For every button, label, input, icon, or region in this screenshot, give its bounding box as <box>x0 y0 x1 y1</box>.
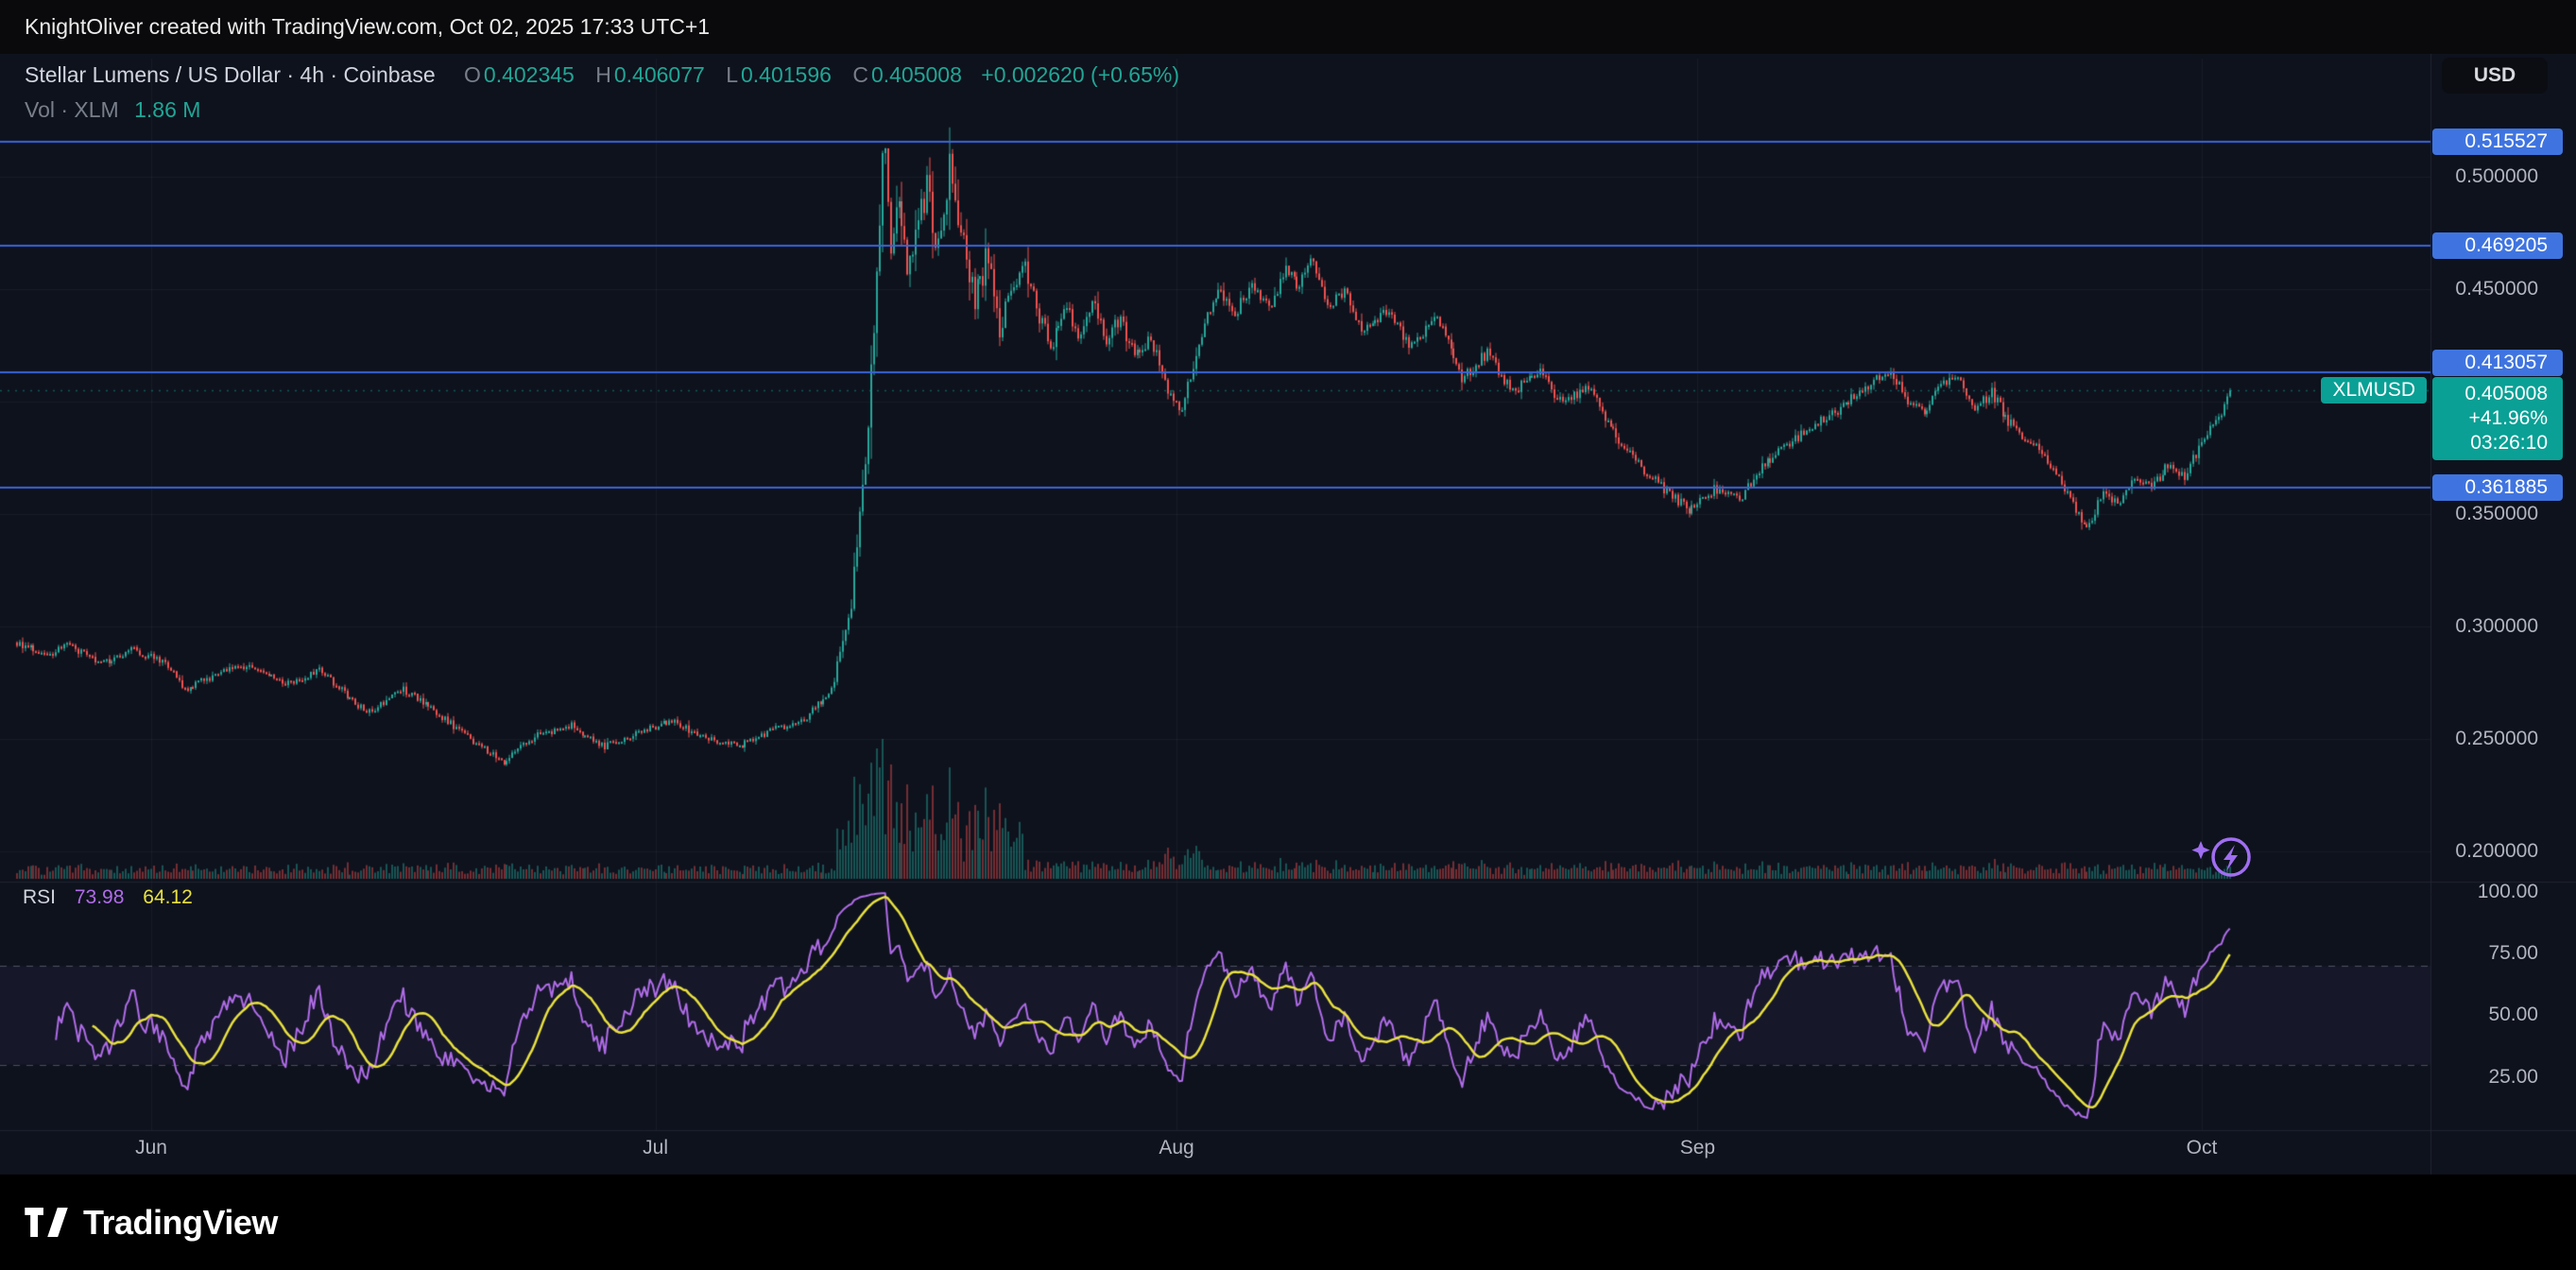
attribution-text: KnightOliver created with TradingView.co… <box>25 14 711 39</box>
rsi-tick-label: 100.00 <box>2477 881 2538 902</box>
volume-label: Vol · XLM <box>25 97 119 122</box>
footer-bar: TradingView <box>0 1175 2576 1270</box>
last-price-symbol-badge: XLMUSD <box>2321 377 2427 404</box>
symbol-title: Stellar Lumens / US Dollar · 4h · Coinba… <box>25 62 436 87</box>
tradingview-logo-link[interactable]: TradingView <box>25 1203 278 1243</box>
price-tick-label: 0.200000 <box>2455 840 2538 863</box>
volume-value: 1.86 M <box>134 97 201 122</box>
high-value: 0.406077 <box>613 62 705 87</box>
price-tick-label: 0.300000 <box>2455 615 2538 638</box>
rsi-legend: RSI 73.98 64.12 <box>23 886 193 909</box>
attribution-bar: KnightOliver created with TradingView.co… <box>0 0 2576 54</box>
alert-price-badge[interactable]: 0.469205 <box>2432 232 2563 260</box>
high-label: H <box>595 62 611 87</box>
bar-countdown: 03:26:10 <box>2470 432 2548 455</box>
tradingview-logomark <box>25 1208 68 1237</box>
price-tick-label: 0.250000 <box>2455 728 2538 750</box>
last-price-badge: 0.405008 +41.96% 03:26:10 <box>2432 377 2563 461</box>
rsi-tick-label: 25.00 <box>2488 1065 2538 1088</box>
legend-line-2: Vol · XLM 1.86 M <box>25 97 1179 123</box>
currency-toggle-button[interactable]: USD <box>2442 58 2548 94</box>
flash-icon[interactable] <box>2190 828 2255 891</box>
alert-price-badge[interactable]: 0.515527 <box>2432 128 2563 155</box>
low-label: L <box>726 62 738 87</box>
close-label: C <box>852 62 868 87</box>
time-axis-label: Aug <box>1159 1137 1194 1158</box>
last-price-change: +41.96% <box>2468 407 2549 430</box>
last-price-value: 0.405008 <box>2464 383 2548 405</box>
price-tick-label: 0.450000 <box>2455 278 2538 300</box>
time-axis-label: Sep <box>1679 1137 1716 1158</box>
open-value: 0.402345 <box>483 62 575 87</box>
chart-legend: Stellar Lumens / US Dollar · 4h · Coinba… <box>25 62 1179 123</box>
legend-line-1: Stellar Lumens / US Dollar · 4h · Coinba… <box>25 62 1179 88</box>
rsi-value: 73.98 <box>74 886 125 908</box>
open-label: O <box>464 62 481 87</box>
rsi-tick-label: 50.00 <box>2488 1004 2538 1026</box>
time-axis-label: Oct <box>2186 1137 2218 1158</box>
alert-price-badge[interactable]: 0.413057 <box>2432 349 2563 376</box>
alert-price-badge[interactable]: 0.361885 <box>2432 473 2563 501</box>
low-value: 0.401596 <box>741 62 832 87</box>
tradingview-wordmark: TradingView <box>83 1202 278 1242</box>
price-tick-label: 0.500000 <box>2455 164 2538 187</box>
price-axis[interactable]: 0.500000 0.450000 0.350000 0.300000 0.250000… <box>2430 0 2576 1270</box>
lightning-bolt-icon <box>2224 845 2238 871</box>
flash-circle <box>2211 837 2251 877</box>
rsi-tick-label: 75.00 <box>2488 942 2538 965</box>
time-axis[interactable]: Jun Jul Aug Sep Oct <box>0 1130 2430 1175</box>
close-value: 0.405008 <box>870 62 962 87</box>
rsi-label: RSI <box>23 886 57 908</box>
price-tick-label: 0.350000 <box>2455 503 2538 525</box>
time-axis-label: Jul <box>643 1137 669 1158</box>
change-value: +0.002620 (+0.65%) <box>981 62 1179 87</box>
sparkle-icon <box>2191 841 2210 860</box>
rsi-ma-value: 64.12 <box>143 886 193 908</box>
time-axis-label: Jun <box>135 1137 167 1158</box>
